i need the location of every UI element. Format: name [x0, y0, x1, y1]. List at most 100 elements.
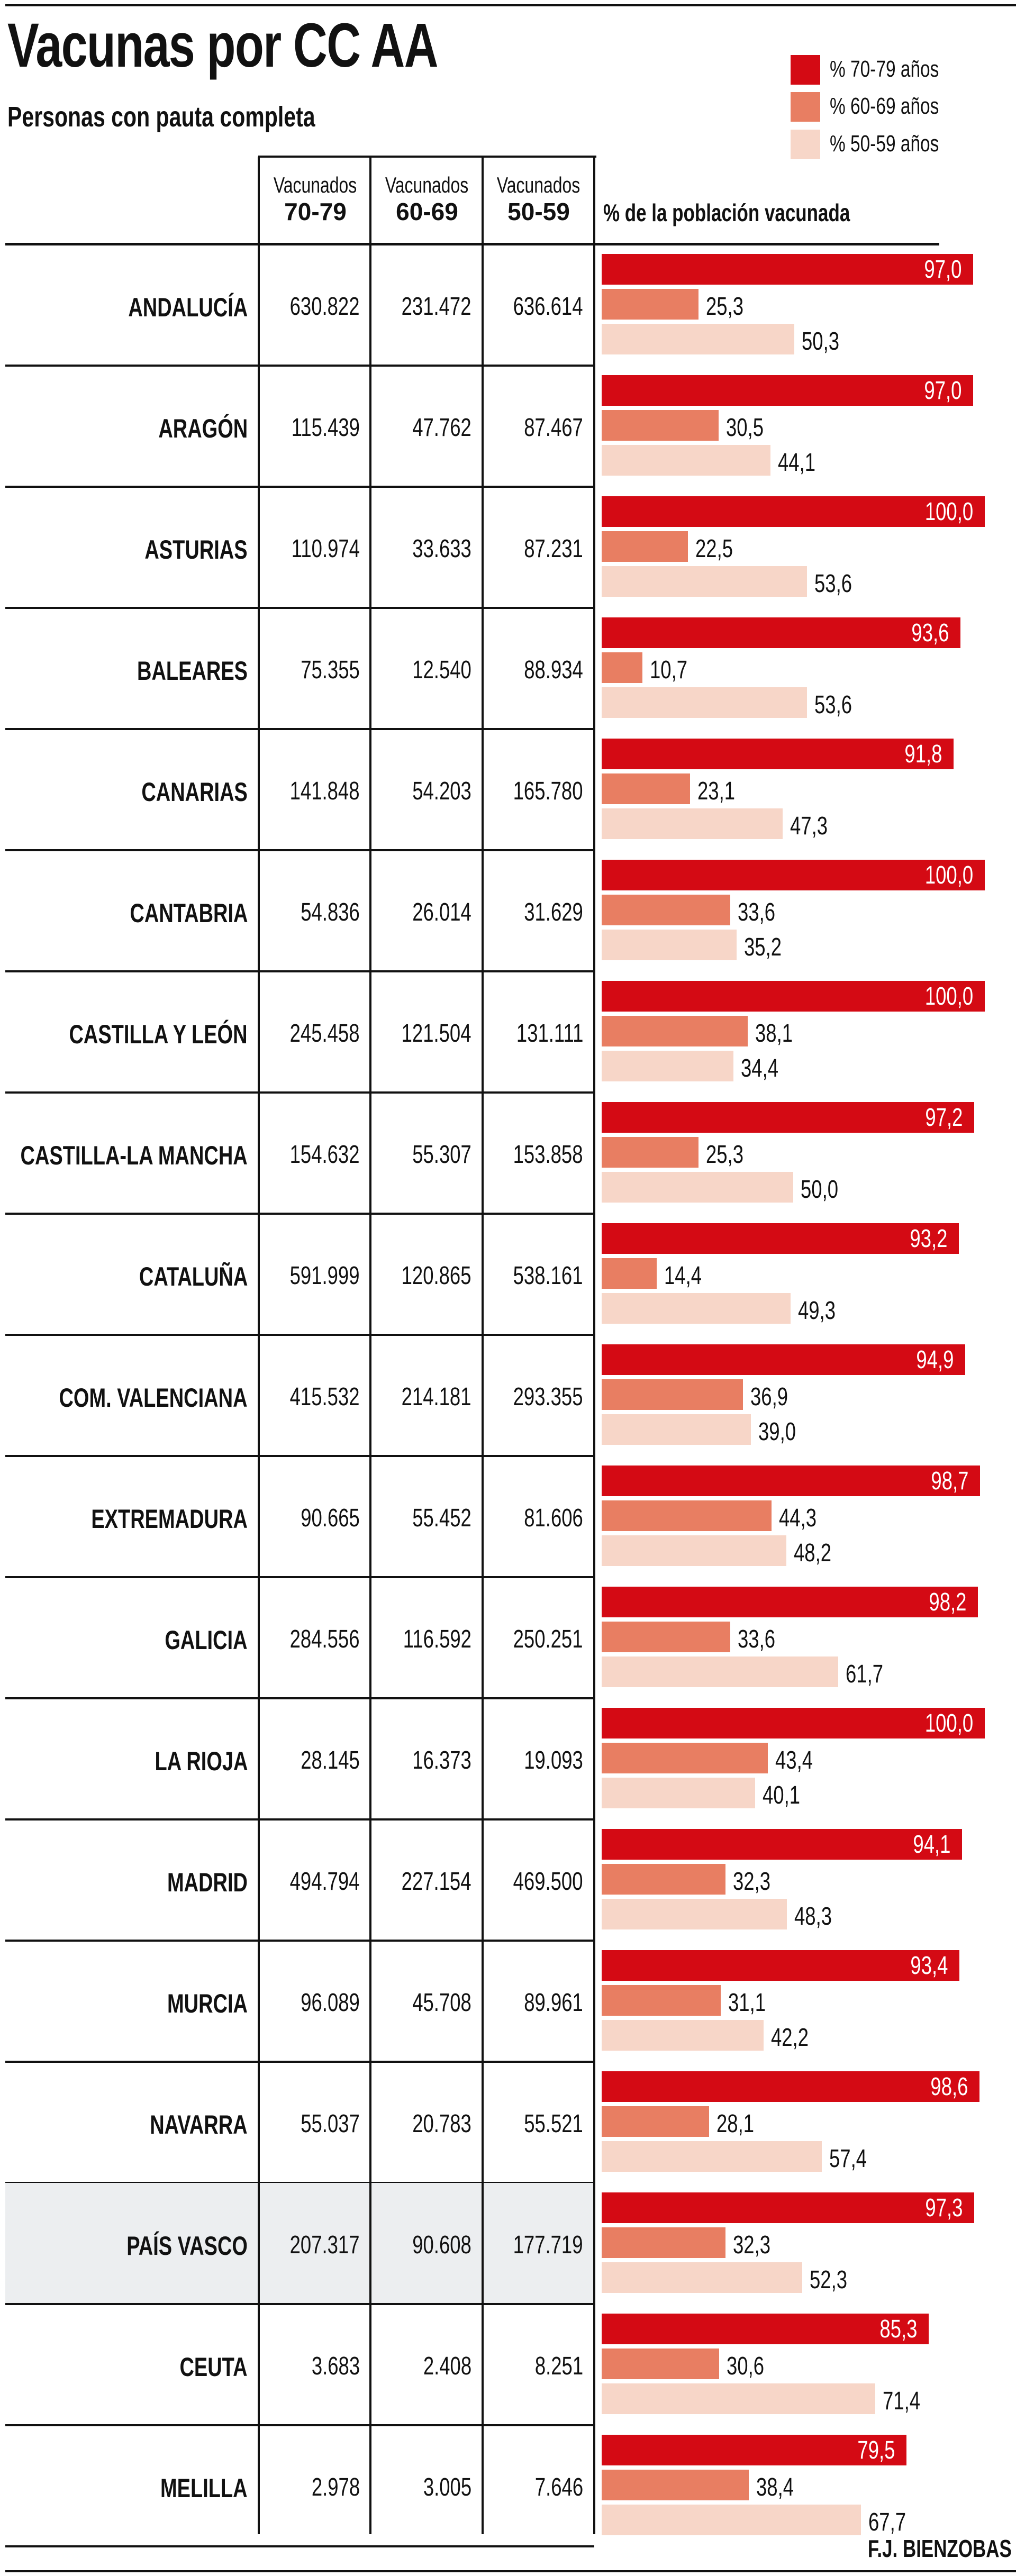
bar-value-text: 30,5: [726, 414, 764, 442]
vaccinated-count: 12.540: [371, 656, 471, 685]
bar-value-text: 97,3: [924, 2194, 963, 2222]
bar-value-label: 10,7: [650, 656, 699, 685]
bar-value-label: 14,4: [664, 1261, 713, 1291]
bar-value-text: 40,1: [763, 1781, 801, 1809]
bar-value-text: 10,7: [650, 656, 688, 684]
bar-value-label: 53,6: [814, 690, 864, 720]
bar-6069: [602, 1500, 772, 1531]
vaccinated-count-text: 141.848: [290, 777, 360, 805]
bar-value-label: 50,3: [802, 327, 851, 357]
region-name: ASTURIAS: [144, 535, 248, 565]
vaccinated-count: 26.014: [371, 898, 471, 927]
vaccinated-count: 245.458: [259, 1019, 360, 1048]
bar-7079: [602, 2314, 929, 2344]
bar-5059: [602, 1656, 838, 1687]
bar-6069: [602, 773, 690, 804]
bar-7079: [602, 617, 960, 648]
bar-value-text: 43,4: [775, 1746, 813, 1774]
region-label: CASTILLA Y LEÓN: [13, 1019, 248, 1050]
vaccinated-count: 55.521: [483, 2109, 583, 2138]
bar-value-label: 97,0: [912, 377, 961, 405]
vaccinated-count-text: 55.521: [524, 2110, 583, 2138]
bar-7079: [602, 375, 973, 406]
bar-value-text: 97,0: [923, 377, 961, 405]
table-row: CEUTA 3.683 2.408 8.251 85,3 30,6 71,4: [0, 2304, 1016, 2426]
bar-value-text: 91,8: [904, 740, 942, 768]
chart-header: % de la población vacunada: [603, 198, 928, 227]
vaccinated-count-text: 469.500: [513, 1868, 583, 1896]
table-row: NAVARRA 55.037 20.783 55.521 98,6 28,1 57,4: [0, 2062, 1016, 2184]
vaccinated-count-text: 31.629: [524, 898, 583, 926]
bar-value-label: 100,0: [910, 498, 973, 526]
region-name: COM. VALENCIANA: [59, 1383, 248, 1413]
vaccinated-count-text: 227.154: [402, 1868, 471, 1896]
vaccinated-count-text: 3.683: [311, 2352, 360, 2380]
bar-value-label: 100,0: [910, 862, 973, 889]
bar-value-label: 33,6: [738, 1625, 787, 1654]
bar-value-text: 98,7: [930, 1467, 968, 1495]
bar-value-text: 23,1: [697, 777, 736, 805]
bar-value-text: 48,2: [794, 1539, 832, 1567]
bar-7079: [602, 1708, 985, 1738]
vaccinated-count: 81.606: [483, 1504, 583, 1533]
vaccinated-count-text: 54.836: [301, 898, 360, 926]
bar-value-text: 53,6: [814, 570, 852, 598]
bar-value-label: 44,1: [778, 448, 827, 478]
bar-value-text: 47,3: [790, 812, 828, 840]
vaccinated-count: 87.231: [483, 534, 583, 563]
bar-6069: [602, 895, 730, 925]
region-label: LA RIOJA: [125, 1746, 248, 1777]
vaccinated-count-text: 55.452: [412, 1504, 471, 1532]
bar-value-label: 39,0: [758, 1417, 808, 1447]
region-label: CANARIAS: [108, 777, 248, 807]
bar-6069: [602, 289, 698, 320]
bar-value-text: 42,2: [771, 2024, 809, 2052]
bar-5059: [602, 445, 770, 476]
page-subtitle: Personas con pauta completa: [7, 101, 412, 133]
vaccinated-count-text: 96.089: [301, 1989, 360, 2017]
bar-value-text: 93,2: [909, 1225, 947, 1253]
bar-value-label: 32,3: [733, 2231, 782, 2260]
row-divider: [5, 607, 594, 609]
bar-7079: [602, 1102, 974, 1133]
vaccinated-count-text: 89.961: [524, 1989, 583, 2017]
vaccinated-count: 33.633: [371, 534, 471, 563]
column-header-top: Vacunados: [497, 172, 580, 197]
table-row: CATALUÑA 591.999 120.865 538.161 93,2 14,4 49,…: [0, 1214, 1016, 1336]
bar-7079: [602, 254, 973, 285]
vaccinated-count: 87.467: [483, 413, 583, 442]
bar-value-text: 67,7: [868, 2508, 906, 2536]
bar-7079: [602, 2071, 979, 2102]
vaccinated-count: 120.865: [371, 1261, 471, 1290]
column-divider: [482, 157, 484, 2534]
row-divider: [5, 1576, 594, 1578]
bar-value-label: 52,3: [810, 2265, 859, 2295]
bar-value-label: 61,7: [846, 1660, 895, 1689]
bar-value-label: 48,3: [794, 1902, 843, 1932]
credit-text: F.J. BIENZOBAS: [868, 2535, 1012, 2562]
vaccinated-count: 54.203: [371, 777, 471, 806]
region-label: EXTREMADURA: [42, 1504, 248, 1534]
bar-5059: [602, 2383, 875, 2414]
bar-value-text: 22,5: [695, 535, 733, 563]
bar-value-text: 53,6: [814, 691, 852, 719]
vaccinated-count: 16.373: [371, 1746, 471, 1775]
region-name: EXTREMADURA: [91, 1504, 248, 1534]
header-bottom-rule: [5, 243, 939, 245]
bar-value-label: 93,4: [899, 1952, 948, 1980]
table-row: BALEARES 75.355 12.540 88.934 93,6 10,7 53,6: [0, 608, 1016, 730]
bottom-rule: [5, 2570, 1016, 2572]
bar-value-label: 100,0: [910, 1710, 973, 1737]
column-header-bottom: 50-59: [507, 198, 570, 225]
table-row: ASTURIAS 110.974 33.633 87.231 100,0 22,5 53,6: [0, 487, 1016, 609]
vaccinated-count-text: 494.794: [290, 1868, 360, 1896]
bar-6069: [602, 531, 688, 562]
bar-6069: [602, 1985, 721, 2016]
vaccinated-count-text: 47.762: [412, 414, 471, 442]
column-divider: [258, 157, 260, 2534]
bar-value-text: 39,0: [758, 1418, 796, 1446]
vaccinated-count-text: 87.231: [524, 535, 583, 563]
column-header-bottom: 70-79: [284, 198, 347, 225]
region-label: CANTABRIA: [93, 898, 248, 929]
legend-label-text: % 70-79 años: [830, 56, 939, 82]
